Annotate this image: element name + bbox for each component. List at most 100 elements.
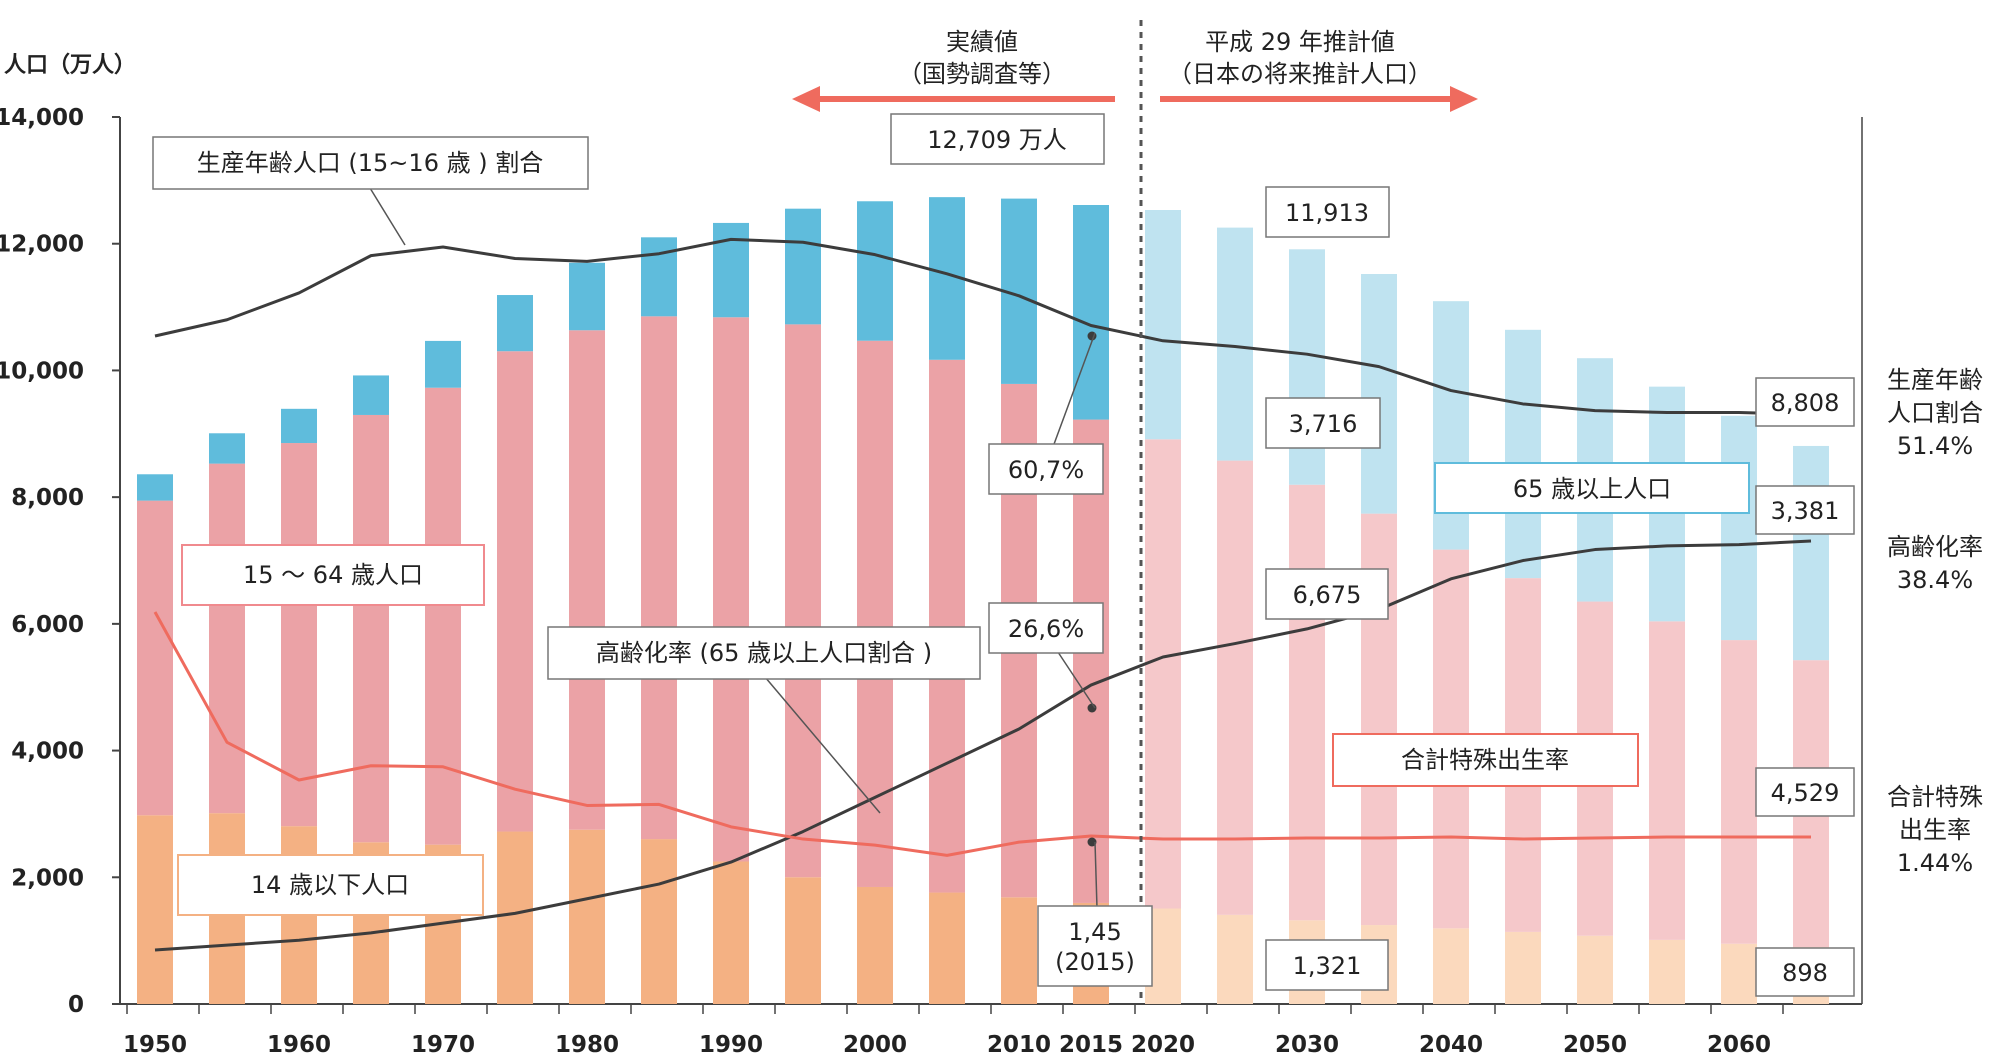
svg-text:1,321: 1,321	[1293, 952, 1362, 980]
label-children-population: 14 歳以下人口	[177, 854, 484, 916]
x-ticks: 1950 1960 1970 1980 1990 2000 2010 2015 2020 2030…	[123, 1004, 1784, 1058]
svg-text:合計特殊出生率: 合計特殊出生率	[1401, 746, 1569, 774]
svg-text:1,45: 1,45	[1068, 918, 1121, 946]
actual-arrow	[792, 86, 1115, 112]
bar-segment	[1289, 249, 1325, 485]
bar-segment	[281, 408, 317, 444]
label-working-ratio: 生産年齢人口 (15~16 歳 ) 割合	[152, 136, 589, 190]
bar-segment	[137, 474, 173, 501]
bar-segment	[497, 295, 533, 352]
bar-segment	[857, 340, 893, 887]
svg-text:12,709 万人: 12,709 万人	[927, 126, 1067, 154]
x-tick-label: 2030	[1275, 1032, 1339, 1058]
svg-text:高齢化率 (65 歳以上人口割合 ): 高齢化率 (65 歳以上人口割合 )	[596, 639, 932, 667]
projection-title: 平成 29 年推計値	[1205, 28, 1395, 56]
projection-arrow	[1160, 86, 1478, 112]
actual-subtitle: （国勢調査等）	[898, 60, 1066, 88]
bar-segment	[1505, 329, 1541, 579]
y-tick-label: 8,000	[11, 485, 84, 511]
bar-segment	[1217, 460, 1253, 915]
bar-segment	[353, 375, 389, 415]
label-value-607: 60,7%	[988, 443, 1104, 495]
bar-segment	[641, 839, 677, 1004]
x-tick-label: 2010	[987, 1032, 1051, 1058]
svg-text:898: 898	[1782, 959, 1828, 987]
label-value-6675: 6,675	[1265, 568, 1389, 620]
bar-segment	[929, 359, 965, 893]
svg-text:高齢化率: 高齢化率	[1887, 533, 1983, 561]
x-tick-label: 2000	[843, 1032, 907, 1058]
svg-text:6,675: 6,675	[1293, 581, 1362, 609]
label-value-4529: 4,529	[1755, 767, 1855, 817]
bar-segment	[1721, 640, 1757, 944]
svg-text:人口割合: 人口割合	[1887, 399, 1983, 427]
svg-text:(2015): (2015)	[1055, 948, 1135, 976]
marker-aging-rate-2015	[1087, 703, 1097, 713]
y-tick-label: 12,000	[0, 232, 84, 258]
y-tick-label: 10,000	[0, 358, 84, 384]
x-tick-label: 2020	[1131, 1032, 1195, 1058]
bar-segment	[857, 886, 893, 1004]
svg-text:生産年齢人口 (15~16 歳 ) 割合: 生産年齢人口 (15~16 歳 ) 割合	[197, 149, 543, 177]
bar-segment	[641, 316, 677, 840]
label-tfr: 合計特殊出生率	[1332, 733, 1639, 787]
bar-segment	[569, 262, 605, 331]
label-value-8808: 8,808	[1755, 377, 1855, 427]
label-working-age-population: 15 ～ 64 歳人口	[181, 544, 485, 606]
side-aging-rate: 高齢化率 38.4%	[1887, 533, 1983, 594]
label-value-1321: 1,321	[1265, 939, 1389, 991]
bar-segment	[209, 433, 245, 464]
bar-segment	[1649, 621, 1685, 940]
bar-segment	[497, 831, 533, 1004]
bar-segment	[1073, 205, 1109, 420]
bar-segment	[137, 815, 173, 1004]
bar-segment	[1649, 939, 1685, 1004]
bar-segment	[1145, 439, 1181, 909]
label-value-898: 898	[1755, 947, 1855, 997]
bar-segment	[1361, 273, 1397, 514]
label-value-tfr-2015: 1,45 (2015)	[1037, 905, 1153, 987]
label-elderly-population: 65 歳以上人口	[1434, 462, 1750, 514]
y-axis-label: 人口（万人）	[4, 53, 136, 78]
svg-text:38.4%: 38.4%	[1897, 566, 1973, 594]
actual-title: 実績値	[946, 28, 1018, 56]
x-tick-label: 1990	[699, 1032, 763, 1058]
x-tick-label: 1970	[411, 1032, 475, 1058]
x-tick-label: 2050	[1563, 1032, 1627, 1058]
label-value-266: 26,6%	[988, 602, 1104, 654]
svg-text:出生率: 出生率	[1899, 816, 1971, 844]
x-tick-label: 2040	[1419, 1032, 1483, 1058]
line-series	[153, 611, 1811, 857]
bar-segment	[713, 317, 749, 862]
marker-tfr-2015	[1087, 837, 1097, 847]
bar-segment	[713, 222, 749, 318]
line-series	[154, 539, 1812, 952]
bar-segment	[497, 351, 533, 832]
y-tick-label: 14,000	[0, 105, 84, 131]
svg-text:60,7%: 60,7%	[1008, 456, 1084, 484]
bar-segment	[1505, 931, 1541, 1004]
svg-text:11,913: 11,913	[1285, 199, 1369, 227]
y-tick-label: 2,000	[11, 865, 84, 891]
bar-segment	[1793, 445, 1829, 661]
bar-segment	[1721, 415, 1757, 641]
svg-text:26,6%: 26,6%	[1008, 615, 1084, 643]
lines	[153, 237, 1812, 952]
bar-segment	[785, 877, 821, 1004]
label-value-3381: 3,381	[1755, 485, 1855, 535]
svg-text:14 歳以下人口: 14 歳以下人口	[251, 871, 409, 899]
label-value-3716: 3,716	[1265, 397, 1381, 449]
bar-segment	[857, 201, 893, 341]
x-tick-label: 2060	[1707, 1032, 1771, 1058]
bar-segment	[641, 237, 677, 317]
x-tick-label: 1980	[555, 1032, 619, 1058]
bar-segment	[353, 414, 389, 843]
x-tick-label: 1950	[123, 1032, 187, 1058]
y-tick-label: 4,000	[11, 739, 84, 765]
bar-segment	[1073, 419, 1109, 903]
svg-text:65 歳以上人口: 65 歳以上人口	[1513, 475, 1671, 503]
side-tfr: 合計特殊 出生率 1.44%	[1887, 783, 1983, 877]
bar-segment	[713, 861, 749, 1004]
y-tick-label: 0	[68, 992, 84, 1018]
